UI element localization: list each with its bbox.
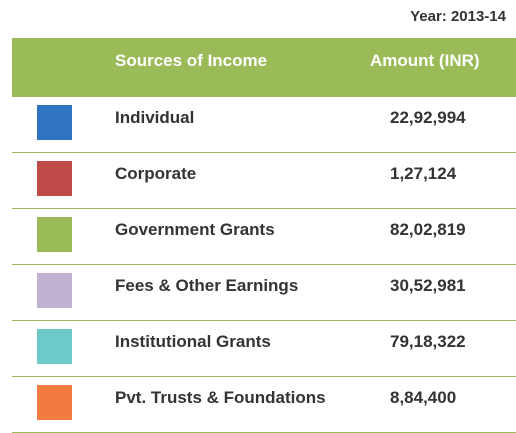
source-cell: Individual (115, 108, 195, 127)
table-row: Pvt. Trusts & Foundations 8,84,400 (12, 377, 516, 433)
amount-cell: 8,84,400 (390, 388, 457, 407)
table-row: Institutional Grants 79,18,322 (12, 321, 516, 377)
amount-cell: 22,92,994 (390, 108, 466, 127)
header-cell: Amount (INR) (370, 51, 480, 70)
color-swatch (37, 105, 72, 140)
table-row: Fees & Other Earnings 30,52,981 (12, 265, 516, 321)
table-row: Corporate 1,27,124 (12, 153, 516, 209)
table-header: Sources of Income Amount (INR) (12, 38, 516, 97)
table-row: Individual 22,92,994 (12, 97, 516, 153)
color-swatch (37, 217, 72, 252)
source-cell: Corporate (115, 164, 197, 183)
amount-cell: 82,02,819 (390, 220, 466, 239)
amount-cell: 79,18,322 (390, 332, 466, 351)
amount-cell: 30,52,981 (390, 276, 466, 295)
source-cell: Government Grants (115, 220, 275, 239)
color-swatch (37, 161, 72, 196)
source-cell: Pvt. Trusts & Foundations (115, 388, 326, 407)
header-cell: Sources of Income (115, 51, 268, 70)
year-label: Year: 2013-14 (410, 8, 506, 25)
color-swatch (37, 329, 72, 364)
amount-cell: 1,27,124 (390, 164, 457, 183)
color-swatch (37, 385, 72, 420)
color-swatch (37, 273, 72, 308)
table-row: Government Grants 82,02,819 (12, 209, 516, 265)
source-cell: Institutional Grants (115, 332, 271, 351)
source-cell: Fees & Other Earnings (115, 276, 299, 295)
